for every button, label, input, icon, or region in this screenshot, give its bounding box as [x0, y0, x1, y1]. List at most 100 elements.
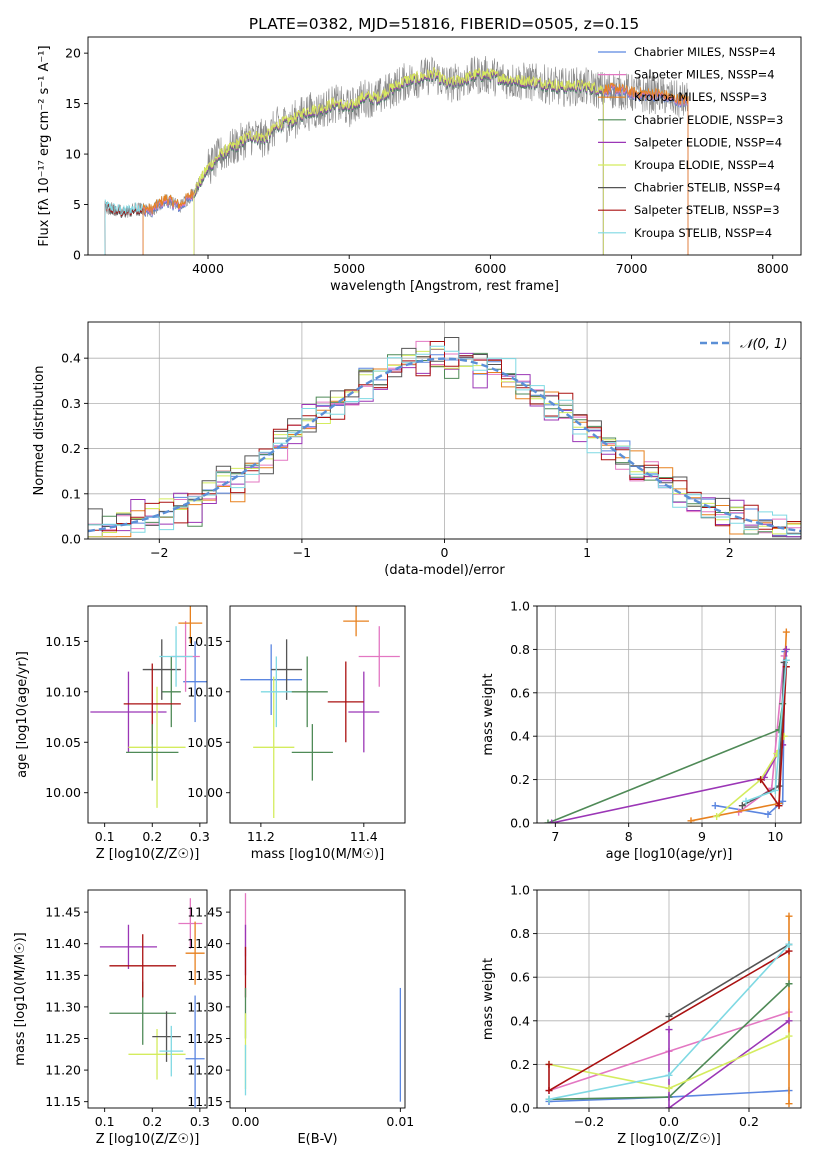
plot-area-massweight-vs-Z — [545, 912, 793, 1108]
axes-frame — [87, 36, 802, 256]
series-marker — [782, 656, 790, 664]
point-kroupa-elodie — [253, 676, 295, 818]
y-tick-label: 11.15 — [45, 1094, 81, 1109]
point-chabrier-miles — [185, 995, 205, 1108]
y-tick-label: 10.15 — [45, 634, 81, 649]
y-axis-label: Normed distribution — [32, 366, 47, 496]
panel-age-vs-Z: 0.1 0.2 0.3 10.00 10.05 10.10 10.15 Z [log10(Z/… — [15, 605, 210, 862]
axes-frame — [229, 605, 406, 824]
x-tick-label: 0 — [441, 545, 449, 560]
point-chabrier-elodie — [291, 724, 333, 781]
y-tick-label: 0.6 — [510, 970, 530, 985]
y-tick-label: 11.20 — [187, 1063, 223, 1078]
series-marker — [782, 645, 790, 653]
y-tick-label: 1.0 — [510, 599, 530, 614]
x-tick-label: 0.3 — [190, 829, 210, 844]
y-tick-label: 0.1 — [61, 486, 81, 501]
x-tick-label: 0.1 — [95, 1114, 115, 1129]
legend-entry-salpeter-miles: Salpeter MILES, NSSP=4 — [634, 68, 775, 82]
axes-massweight-vs-age: 7 8 9 10 0.0 0.2 0.4 0.6 0.8 1.0 age [log10(age/yr… — [481, 599, 802, 862]
y-tick-label: 11.25 — [45, 1031, 81, 1046]
x-axis-label: Z [log10(Z/Z☉)] — [96, 847, 200, 862]
series-marker — [775, 782, 783, 790]
legend-entry-salpeter-elodie: Salpeter ELODIE, NSSP=4 — [634, 135, 782, 149]
series-marker — [785, 1017, 793, 1025]
point-kroupa-miles — [178, 606, 203, 644]
x-tick-label: 0.2 — [142, 1114, 162, 1129]
series-marker — [713, 812, 721, 820]
series-marker — [665, 1084, 673, 1092]
axes-frame — [536, 605, 802, 824]
legend-entry-chabrier-stelib: Chabrier STELIB, NSSP=4 — [634, 181, 781, 195]
series-marker — [665, 1012, 673, 1020]
point-chabrier-elodie — [126, 724, 179, 781]
panel-mass-vs-Z: 0.1 0.2 0.3 11.15 11.20 11.25 11.30 11.35 11.40 1… — [13, 889, 210, 1147]
series-marker — [785, 980, 793, 988]
point-salpeter-miles — [178, 898, 203, 949]
y-tick-label: 10.00 — [187, 785, 223, 800]
y-tick-label: 0 — [73, 248, 81, 263]
series-marker — [545, 1087, 553, 1095]
x-tick-label: 0.1 — [95, 829, 115, 844]
axes-mass-vs-EBV: 0.00 0.01 11.15 11.20 11.25 11.30 11.35 11.40 11… — [187, 889, 414, 1147]
axes-spectrum: 4000 5000 6000 7000 8000 0 5 10 15 20 wavelength [… — [37, 36, 802, 294]
point-kroupa-elodie — [128, 686, 186, 808]
y-tick-label: 0.6 — [510, 685, 530, 700]
axes-age-vs-mass: 11.2 11.4 10.00 10.05 10.10 10.15 mass [log10(… — [187, 605, 406, 862]
x-tick-label: 0.2 — [142, 829, 162, 844]
point-chabrier-miles — [183, 641, 207, 723]
series-salpeter-stelib — [545, 947, 793, 1095]
x-tick-label: 8000 — [757, 261, 789, 276]
y-tick-label: 0.4 — [510, 729, 530, 744]
series-marker — [771, 786, 779, 794]
plot-area-residuals — [88, 337, 801, 539]
y-tick-label: 0.4 — [510, 1013, 530, 1028]
series-marker — [687, 817, 695, 823]
series-marker — [757, 776, 765, 784]
series-marker — [544, 819, 552, 823]
y-tick-label: 0.0 — [510, 1101, 530, 1116]
x-tick-label: 7000 — [616, 261, 648, 276]
series-marker — [548, 819, 556, 823]
y-tick-label: 11.30 — [45, 999, 81, 1014]
axes-age-vs-Z: 0.1 0.2 0.3 10.00 10.05 10.10 10.15 Z [log10(Z/… — [15, 605, 210, 862]
plot-area-mass-vs-Z — [99, 898, 205, 1108]
y-axis-label: mass weight — [481, 958, 496, 1040]
x-axis-label: age [log10(age/yr)] — [606, 847, 733, 862]
legend-entry-salpeter-stelib: Salpeter STELIB, NSSP=3 — [634, 203, 780, 217]
point-kroupa-elodie — [128, 1029, 186, 1080]
series-marker — [785, 1100, 793, 1108]
y-tick-label: 20 — [65, 46, 81, 61]
x-tick-label: 0.2 — [739, 1114, 759, 1129]
series-line — [668, 1020, 790, 1108]
x-tick-label: 1 — [583, 545, 591, 560]
y-axis-label: mass weight — [481, 673, 496, 755]
point-kroupa-stelib — [159, 1025, 184, 1077]
legend-entry-chabrier-miles: Chabrier MILES, NSSP=4 — [634, 45, 776, 59]
point-salpeter-stelib — [327, 661, 364, 743]
point-chabrier-elodie — [286, 656, 328, 728]
series-marker — [742, 797, 750, 805]
y-tick-label: 11.25 — [187, 1031, 223, 1046]
panel-age-vs-mass: 11.2 11.4 10.00 10.05 10.10 10.15 mass [log10(… — [187, 605, 406, 862]
y-tick-label: 11.45 — [45, 905, 81, 920]
x-tick-label: −2 — [150, 545, 168, 560]
panel-spectrum: 4000 5000 6000 7000 8000 0 5 10 15 20 wavelength [… — [37, 36, 802, 294]
plot-area-massweight-vs-age — [544, 628, 790, 823]
series-marker — [545, 1095, 553, 1103]
y-tick-label: 10.10 — [187, 684, 223, 699]
x-axis-label: Z [log10(Z/Z☉)] — [96, 1132, 200, 1147]
y-tick-label: 11.45 — [187, 905, 223, 920]
model-spectrum-kroupa-elodie — [193, 67, 604, 255]
y-tick-label: 11.40 — [187, 936, 223, 951]
y-tick-label: 11.15 — [187, 1094, 223, 1109]
y-tick-label: 1.0 — [510, 883, 530, 898]
panel-residuals: −2 −1 0 1 2 0.0 0.1 0.2 0.3 0.4 (data-model)/error… — [32, 321, 802, 578]
legend-entry-chabrier-elodie: Chabrier ELODIE, NSSP=3 — [634, 113, 783, 127]
series-line — [668, 943, 790, 1018]
x-axis-label: mass [log10(M/M☉)] — [251, 847, 384, 862]
series-marker — [738, 802, 746, 810]
x-tick-label: 2 — [726, 545, 734, 560]
point-salpeter-elodie — [90, 671, 167, 753]
x-tick-label: 11.4 — [350, 829, 378, 844]
